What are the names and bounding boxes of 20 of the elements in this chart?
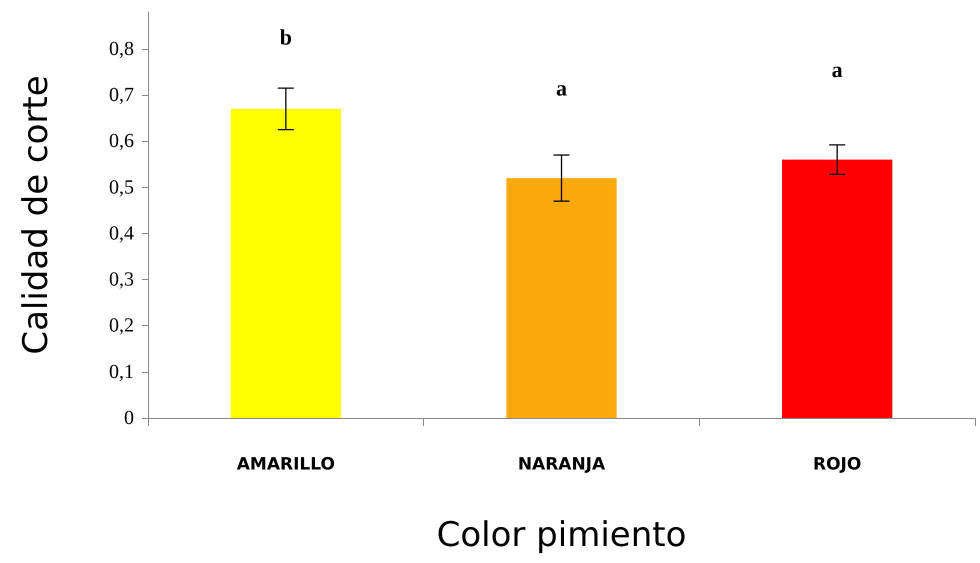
x-axis-title: Color pimiento — [436, 515, 686, 555]
annotation: a — [556, 76, 567, 101]
y-tick-label: 0,1 — [109, 360, 134, 383]
y-tick-label: 0,6 — [109, 130, 134, 152]
x-tick-label: AMARILLO — [236, 454, 335, 474]
y-tick-label: 0,5 — [109, 176, 134, 198]
y-tick-label: 0,8 — [109, 38, 134, 60]
y-axis-title: Calidad de corte — [16, 75, 56, 355]
x-tick-label: ROJO — [813, 454, 862, 474]
bar — [782, 160, 892, 418]
bar — [230, 108, 341, 418]
y-tick-label: 0,2 — [109, 314, 134, 337]
y-tick-label: 0,7 — [109, 84, 134, 106]
y-tick-label: 0,3 — [109, 268, 134, 291]
annotation: b — [280, 24, 292, 50]
annotation: a — [832, 57, 843, 82]
y-tick-label: 0,4 — [109, 222, 134, 244]
bar — [506, 178, 617, 418]
x-tick-label: NARANJA — [518, 454, 606, 474]
y-tick-label: 0 — [124, 407, 134, 429]
